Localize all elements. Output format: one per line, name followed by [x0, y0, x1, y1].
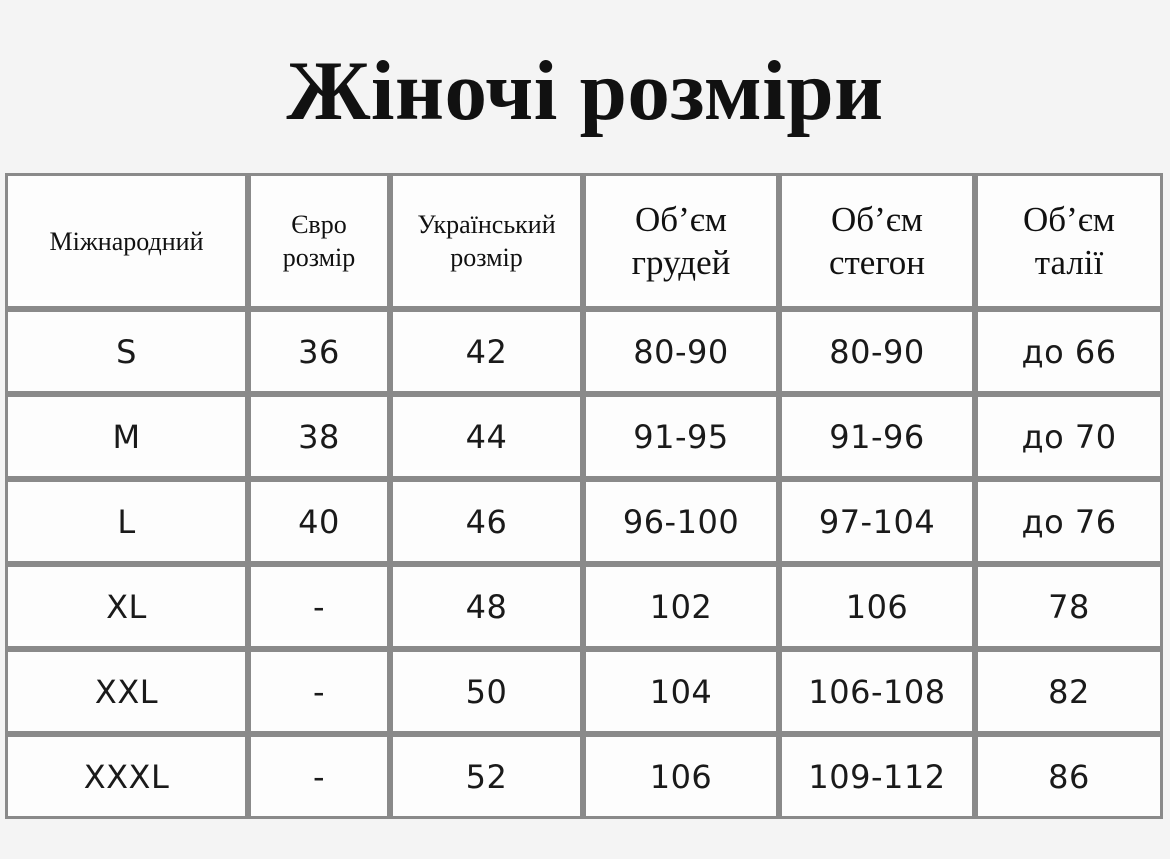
- column-header-euro-size: Євро розмір: [248, 173, 390, 309]
- cell-ukrainian-value: 44: [465, 417, 508, 456]
- cell-bust-value: 106: [649, 757, 713, 796]
- cell-ukrainian: 44: [390, 394, 583, 479]
- cell-ukrainian: 48: [390, 564, 583, 649]
- cell-hips: 91-96: [779, 394, 975, 479]
- cell-bust-value: 102: [649, 587, 713, 626]
- cell-hips-value: 97-104: [818, 502, 936, 541]
- cell-ukrainian: 52: [390, 734, 583, 819]
- cell-euro-value: 40: [298, 502, 340, 541]
- cell-international-value: S: [116, 332, 137, 371]
- size-table: Міжнародний Євро розмір Український розмір…: [5, 173, 1163, 819]
- cell-waist-value: до 76: [1021, 502, 1117, 541]
- cell-waist-value: 86: [1048, 757, 1090, 796]
- column-header-international-label: Міжнародний: [49, 226, 204, 256]
- cell-waist: до 70: [975, 394, 1163, 479]
- cell-international: XL: [5, 564, 248, 649]
- cell-hips-value: 109-112: [808, 757, 946, 796]
- column-header-ukrainian-size: Український розмір: [390, 173, 583, 309]
- cell-international: XXXL: [5, 734, 248, 819]
- cell-euro: 38: [248, 394, 390, 479]
- cell-hips-value: 106: [845, 587, 909, 626]
- column-header-hips: Об’єм стегон: [779, 173, 975, 309]
- cell-euro: -: [248, 734, 390, 819]
- cell-euro: 40: [248, 479, 390, 564]
- cell-euro: -: [248, 649, 390, 734]
- cell-hips-value: 80-90: [829, 332, 925, 371]
- cell-hips: 106: [779, 564, 975, 649]
- column-header-hips-label: Об’єм стегон: [828, 200, 926, 282]
- cell-waist: до 76: [975, 479, 1163, 564]
- cell-waist: 78: [975, 564, 1163, 649]
- cell-waist-value: 82: [1048, 672, 1090, 711]
- cell-bust: 96-100: [583, 479, 779, 564]
- cell-bust-value: 96-100: [622, 502, 740, 541]
- cell-ukrainian-value: 52: [465, 757, 508, 796]
- cell-hips: 97-104: [779, 479, 975, 564]
- size-table-container: Міжнародний Євро розмір Український розмір…: [5, 173, 1163, 819]
- cell-ukrainian-value: 50: [465, 672, 508, 711]
- cell-bust: 80-90: [583, 309, 779, 394]
- cell-euro-value: 36: [298, 332, 340, 371]
- cell-waist: 82: [975, 649, 1163, 734]
- table-row: XXL - 50 104 106-108 82: [5, 649, 1163, 734]
- cell-international-value: XL: [106, 587, 147, 626]
- cell-bust: 102: [583, 564, 779, 649]
- cell-hips: 109-112: [779, 734, 975, 819]
- cell-euro-value: -: [312, 587, 326, 626]
- table-row: L 40 46 96-100 97-104 до 76: [5, 479, 1163, 564]
- cell-international-value: M: [112, 417, 141, 456]
- cell-international-value: XXL: [94, 672, 159, 711]
- cell-waist: до 66: [975, 309, 1163, 394]
- cell-ukrainian: 46: [390, 479, 583, 564]
- table-row: S 36 42 80-90 80-90 до 66: [5, 309, 1163, 394]
- cell-bust: 106: [583, 734, 779, 819]
- cell-bust-value: 80-90: [633, 332, 729, 371]
- cell-euro-value: 38: [298, 417, 340, 456]
- cell-international-value: XXXL: [83, 757, 170, 796]
- cell-euro-value: -: [312, 757, 326, 796]
- cell-hips: 106-108: [779, 649, 975, 734]
- cell-euro: 36: [248, 309, 390, 394]
- table-row: M 38 44 91-95 91-96 до 70: [5, 394, 1163, 479]
- table-row: XXXL - 52 106 109-112 86: [5, 734, 1163, 819]
- cell-ukrainian-value: 42: [465, 332, 508, 371]
- cell-hips: 80-90: [779, 309, 975, 394]
- cell-waist-value: до 70: [1021, 417, 1117, 456]
- cell-international: M: [5, 394, 248, 479]
- table-row: XL - 48 102 106 78: [5, 564, 1163, 649]
- cell-international: L: [5, 479, 248, 564]
- cell-international: XXL: [5, 649, 248, 734]
- table-header-row: Міжнародний Євро розмір Український розмір…: [5, 173, 1163, 309]
- cell-international: S: [5, 309, 248, 394]
- cell-bust: 91-95: [583, 394, 779, 479]
- cell-bust-value: 104: [649, 672, 713, 711]
- page-title: Жіночі розміри: [286, 44, 884, 138]
- cell-waist-value: 78: [1048, 587, 1090, 626]
- column-header-waist: Об’єм талії: [975, 173, 1163, 309]
- cell-waist-value: до 66: [1021, 332, 1117, 371]
- cell-ukrainian: 50: [390, 649, 583, 734]
- cell-euro-value: -: [312, 672, 326, 711]
- column-header-bust: Об’єм грудей: [583, 173, 779, 309]
- column-header-waist-label: Об’єм талії: [1023, 200, 1115, 282]
- cell-bust: 104: [583, 649, 779, 734]
- column-header-ukrainian-size-label: Український розмір: [417, 210, 556, 272]
- cell-ukrainian-value: 46: [465, 502, 508, 541]
- column-header-euro-size-label: Євро розмір: [282, 210, 356, 272]
- cell-waist: 86: [975, 734, 1163, 819]
- cell-hips-value: 91-96: [829, 417, 925, 456]
- cell-bust-value: 91-95: [633, 417, 729, 456]
- column-header-international: Міжнародний: [5, 173, 248, 309]
- cell-hips-value: 106-108: [808, 672, 946, 711]
- cell-ukrainian-value: 48: [465, 587, 508, 626]
- column-header-bust-label: Об’єм грудей: [631, 200, 731, 282]
- cell-international-value: L: [117, 502, 136, 541]
- cell-ukrainian: 42: [390, 309, 583, 394]
- cell-euro: -: [248, 564, 390, 649]
- size-table-body: Міжнародний Євро розмір Український розмір…: [5, 173, 1163, 819]
